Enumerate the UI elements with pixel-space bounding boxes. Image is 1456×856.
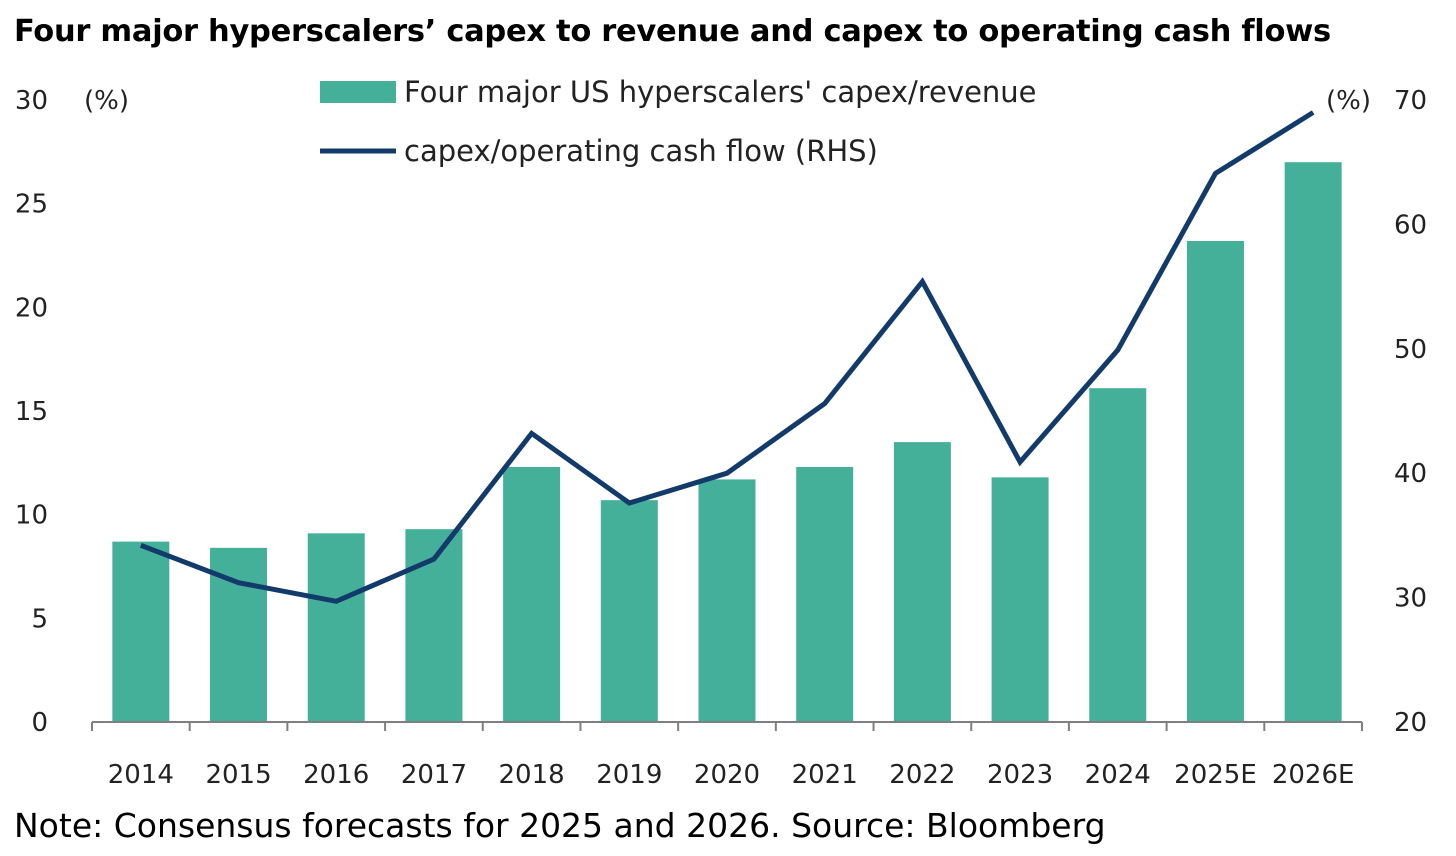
right-axis-unit-label: (%) xyxy=(1326,86,1371,116)
bar-2026E xyxy=(1284,162,1342,722)
x-tick-marks xyxy=(91,722,1363,731)
left-y-tick-5: 5 xyxy=(31,604,48,634)
x-tick-label-2021: 2021 xyxy=(792,760,858,790)
x-tick-label-2019: 2019 xyxy=(596,760,662,790)
bar-2020 xyxy=(698,479,756,722)
left-y-tick-20: 20 xyxy=(15,293,48,323)
x-tick-label-2016: 2016 xyxy=(303,760,369,790)
axes: 2014 2015 2016 2017 2018 2019 2020 2021 2022 2023… xyxy=(15,86,1427,790)
right-y-tick-60: 60 xyxy=(1394,210,1427,240)
bar-series xyxy=(112,162,1342,722)
x-tick-label-2017: 2017 xyxy=(401,760,467,790)
x-tick-label-2014: 2014 xyxy=(108,760,174,790)
x-tick-label-2026E: 2026E xyxy=(1272,760,1355,790)
bar-2018 xyxy=(503,466,561,722)
x-tick-label-2025E: 2025E xyxy=(1174,760,1257,790)
x-tick-label-2022: 2022 xyxy=(889,760,955,790)
x-tick-label-2018: 2018 xyxy=(499,760,565,790)
bar-2023 xyxy=(991,477,1049,722)
bar-2022 xyxy=(893,442,951,722)
legend-bar-label: Four major US hyperscalers' capex/revenu… xyxy=(404,75,1037,109)
left-y-tick-25: 25 xyxy=(15,190,48,220)
right-y-tick-70: 70 xyxy=(1394,86,1427,116)
left-y-tick-15: 15 xyxy=(15,397,48,427)
bar-2016 xyxy=(307,533,365,722)
line-points xyxy=(140,112,1314,602)
right-y-tick-50: 50 xyxy=(1394,335,1427,365)
x-tick-label-2020: 2020 xyxy=(694,760,760,790)
x-tick-label-2015: 2015 xyxy=(205,760,271,790)
bar-2025E xyxy=(1186,240,1244,722)
bar-2021 xyxy=(796,466,854,722)
left-y-tick-10: 10 xyxy=(15,501,48,531)
right-y-tick-40: 40 xyxy=(1394,459,1427,489)
right-y-tick-30: 30 xyxy=(1394,584,1427,614)
bar-2024 xyxy=(1089,388,1147,722)
right-y-tick-20: 20 xyxy=(1394,708,1427,738)
left-y-tick-30: 30 xyxy=(15,86,48,116)
bar-2014 xyxy=(112,541,170,722)
legend-bar-swatch xyxy=(320,81,396,103)
x-tick-labels: 2014 2015 2016 2017 2018 2019 2020 2021 2022 2023… xyxy=(108,760,1355,790)
chart-note: Note: Consensus forecasts for 2025 and 2… xyxy=(14,806,1106,845)
right-y-tick-labels: 20 30 40 50 60 70 xyxy=(1394,86,1427,738)
left-y-tick-labels: 0 5 10 15 20 25 30 xyxy=(15,86,48,738)
line-series xyxy=(139,110,1315,604)
bar-2019 xyxy=(600,500,658,722)
x-tick-label-2023: 2023 xyxy=(987,760,1053,790)
x-tick-label-2024: 2024 xyxy=(1085,760,1151,790)
left-y-tick-0: 0 xyxy=(31,708,48,738)
legend-line-label: capex/operating cash flow (RHS) xyxy=(404,134,878,168)
left-axis-unit-label: (%) xyxy=(84,86,129,116)
legend: Four major US hyperscalers' capex/revenu… xyxy=(320,75,1037,168)
chart-title: Four major hyperscalers’ capex to revenu… xyxy=(14,14,1331,49)
